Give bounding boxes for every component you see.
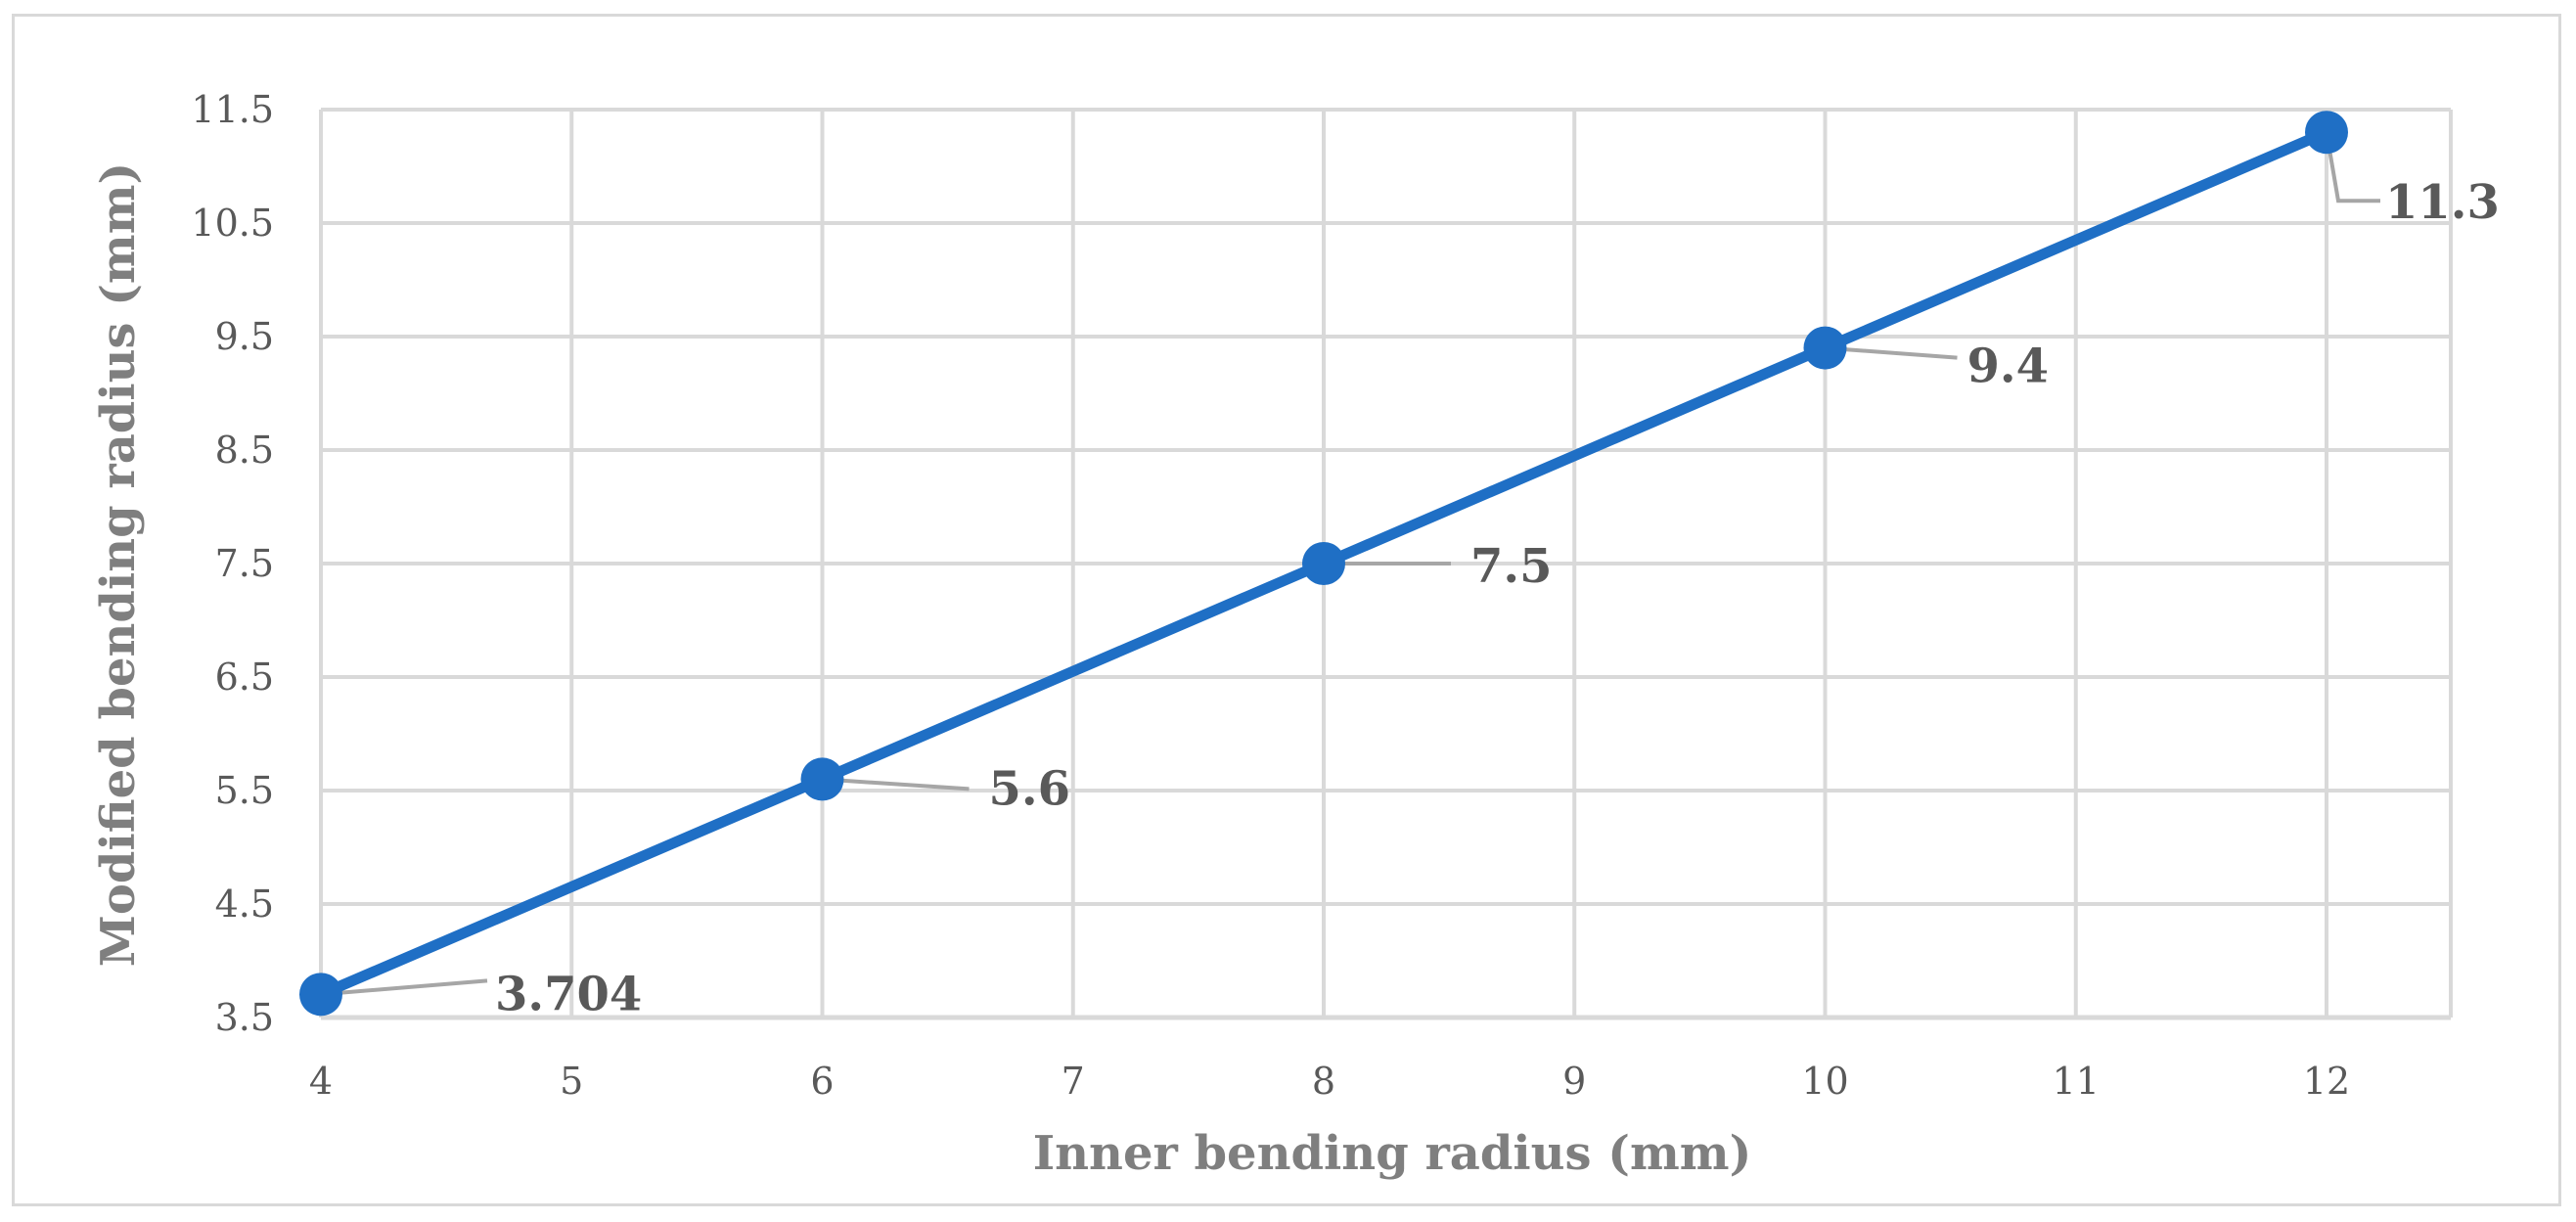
x-tick-label: 12 <box>2303 1060 2350 1103</box>
data-point <box>1302 542 1345 585</box>
data-label-leader <box>822 777 970 792</box>
data-label: 7.5 <box>1470 539 1553 594</box>
y-tick-label: 6.5 <box>215 656 274 699</box>
data-point <box>1803 326 1847 370</box>
x-tick-label: 5 <box>560 1060 583 1103</box>
data-label-leader <box>2325 131 2380 204</box>
data-label: 9.4 <box>1967 339 2050 394</box>
data-label: 3.704 <box>495 967 642 1021</box>
x-axis-title: Inner bending radius (mm) <box>1033 1126 1752 1181</box>
y-tick-label: 4.5 <box>215 883 274 926</box>
data-label: 5.6 <box>989 761 1071 816</box>
y-tick-label: 10.5 <box>191 202 274 245</box>
data-point <box>2305 111 2348 155</box>
data-label: 11.3 <box>2385 175 2500 230</box>
data-labels: 3.704 5.6 7.5 9.4 11.3 <box>495 175 2500 1021</box>
x-tick-label: 4 <box>309 1060 333 1103</box>
data-label-leader <box>1825 345 1958 360</box>
x-tick-label: 9 <box>1562 1060 1586 1103</box>
data-point <box>800 757 844 801</box>
data-label-leaders <box>320 131 2380 997</box>
data-label-leader <box>320 978 488 997</box>
y-tick-label: 7.5 <box>215 542 274 585</box>
x-tick-label: 8 <box>1312 1060 1335 1103</box>
tick-labels: 3.5 4.5 5.5 6.5 7.5 8.5 9.5 10.5 11.5 4 5 6 7 8 9 10 11 1… <box>191 88 2350 1103</box>
y-tick-label: 5.5 <box>215 769 274 812</box>
grid <box>319 108 2453 1018</box>
y-tick-label: 9.5 <box>215 315 274 358</box>
x-tick-label: 11 <box>2053 1060 2100 1103</box>
data-point <box>299 973 342 1017</box>
x-tick-label: 7 <box>1062 1060 1085 1103</box>
y-tick-label: 3.5 <box>215 996 274 1039</box>
series <box>299 111 2348 1017</box>
x-tick-label: 10 <box>1801 1060 1848 1103</box>
y-tick-label: 8.5 <box>215 429 274 472</box>
y-tick-label: 11.5 <box>191 88 274 131</box>
x-tick-label: 6 <box>810 1060 834 1103</box>
y-axis-title: Modified bending radius (mm) <box>91 162 146 967</box>
